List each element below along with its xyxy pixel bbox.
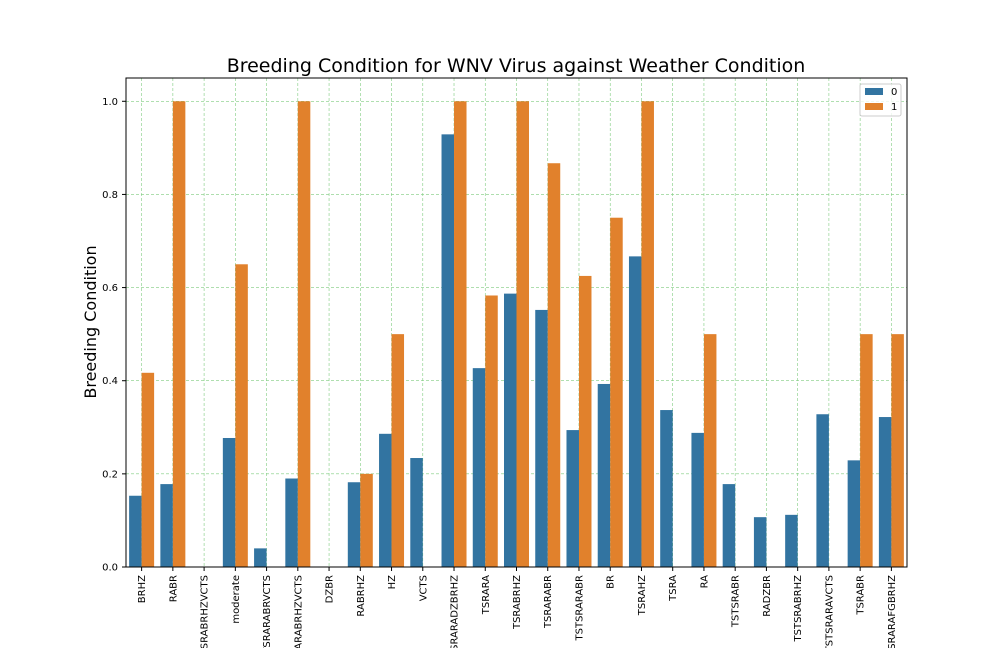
- x-tick-label: RABRHZ: [356, 575, 367, 617]
- bar-series-0: [410, 458, 423, 567]
- x-tick-label: moderate: [231, 575, 242, 624]
- bar-series-0: [597, 383, 611, 567]
- legend-swatch-0: [865, 88, 883, 95]
- legend: 0 1: [859, 83, 902, 117]
- x-tick-label: TSRARABR: [543, 575, 554, 629]
- bar-series-1: [391, 334, 405, 567]
- bar-series-0: [254, 548, 267, 567]
- bar-series-1: [172, 101, 186, 568]
- y-tick-label: 0.2: [102, 469, 118, 480]
- bar-series-1: [641, 101, 654, 568]
- legend-label-1: 1: [891, 102, 897, 113]
- bar-series-1: [141, 372, 155, 567]
- y-tick-label: 0.6: [102, 283, 118, 294]
- x-tick-label: VCTS: [418, 575, 429, 601]
- x-tick-label: TSTSRARAVCTS: [824, 575, 835, 648]
- bar-series-1: [578, 275, 592, 567]
- bar-series-0: [660, 410, 673, 567]
- x-tick-label: RA: [699, 575, 710, 589]
- x-tick-label: TSTSRABRHZ: [793, 575, 804, 643]
- bar-series-1: [891, 334, 904, 567]
- x-tick-label: TSRAHZ: [637, 575, 648, 616]
- x-tick-label: ARABRHZVCTS: [293, 575, 304, 648]
- x-tick-label: SRARAFGBRHZ: [887, 575, 898, 648]
- bar-series-0: [504, 293, 517, 567]
- bar-series-1: [860, 334, 873, 567]
- x-tick-label: TSRABR: [856, 575, 867, 616]
- bar-series-0: [722, 484, 736, 567]
- bar-series-0: [847, 460, 861, 567]
- y-tick-label: 1.0: [102, 97, 118, 108]
- bar-series-0: [628, 256, 642, 567]
- bar-series-1: [485, 295, 498, 567]
- bar-series-0: [222, 437, 236, 567]
- bar-series-1: [516, 101, 529, 568]
- x-tick-label: BRHZ: [137, 575, 148, 603]
- bar-series-0: [691, 432, 704, 567]
- bar-series-0: [785, 514, 798, 567]
- legend-label-0: 0: [891, 87, 897, 98]
- bar-series-0: [816, 414, 829, 567]
- x-tick-label: TSTSRABR: [731, 575, 742, 628]
- x-tick-label: TSTSRARABR: [574, 575, 585, 642]
- bar-series-0: [753, 517, 767, 567]
- bar-series-0: [878, 417, 892, 567]
- bar-series-1: [360, 473, 373, 567]
- x-tick-label: DZBR: [325, 575, 336, 603]
- x-tick-label: TSRARABRVCTS: [262, 575, 273, 648]
- x-ticks: BRHZ RABR SRABRHZVCTS moderate TSRARABRVCTS A…: [137, 567, 898, 648]
- bar-series-0: [379, 433, 392, 567]
- bar-series-1: [235, 264, 248, 567]
- bar-series-1: [610, 217, 623, 567]
- bar-series-0: [472, 368, 486, 567]
- bar-series-1: [454, 101, 467, 568]
- y-ticks: 0.0 0.2 0.4 0.6 0.8 1.0: [102, 97, 126, 574]
- x-tick-label: RADZBR: [762, 575, 773, 617]
- y-tick-label: 0.4: [102, 376, 118, 387]
- bar-series-0: [160, 484, 173, 567]
- chart-title: Breeding Condition for WNV Virus against…: [227, 55, 806, 77]
- x-tick-label: TSRABRHZ: [512, 575, 523, 630]
- bar-series-0: [441, 134, 455, 567]
- x-tick-label: SRABRHZVCTS: [200, 575, 211, 648]
- y-axis-label: Breeding Condition: [81, 245, 100, 398]
- bar-series-0: [566, 430, 579, 567]
- bar-series-1: [547, 163, 561, 567]
- bar-series-1: [703, 334, 717, 567]
- y-tick-label: 0.8: [102, 190, 118, 201]
- x-tick-label: RABR: [168, 575, 179, 602]
- y-tick-label: 0.0: [102, 563, 118, 574]
- bar-series-1: [297, 101, 311, 568]
- x-tick-label: HZ: [387, 575, 398, 590]
- bar-series-0: [347, 482, 361, 567]
- x-tick-label: TSRA: [668, 575, 679, 602]
- x-tick-label: BR: [606, 575, 617, 589]
- bar-series-0: [129, 495, 142, 567]
- legend-swatch-1: [865, 103, 883, 110]
- bar-series-0: [535, 309, 548, 567]
- x-tick-label: TSRARA: [481, 575, 492, 615]
- bar-series-0: [285, 478, 298, 567]
- x-tick-label: SRARADZBRHZ: [450, 575, 461, 648]
- bars: [129, 101, 904, 568]
